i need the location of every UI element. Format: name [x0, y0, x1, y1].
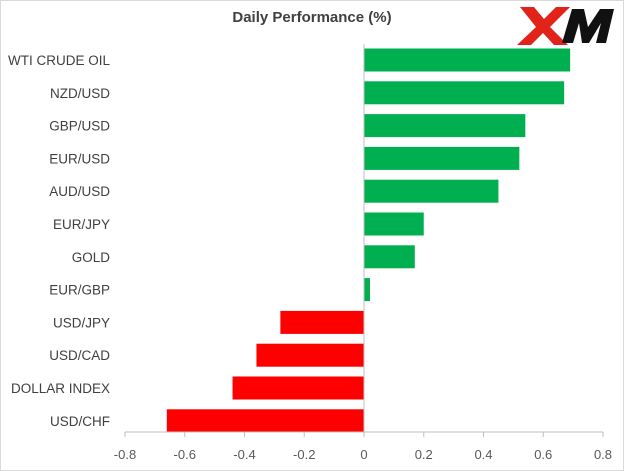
xm-logo	[517, 7, 614, 45]
category-label-gold: GOLD	[72, 250, 111, 265]
bar-usd-chf	[166, 409, 364, 433]
bar-usd-cad	[256, 343, 364, 367]
x-tick-label: 0.2	[415, 447, 433, 462]
bar-eur-gbp	[364, 278, 370, 302]
category-labels: WTI CRUDE OIL NZD/USD GBP/USD EUR/USD AUD/US…	[8, 53, 110, 429]
bar-eur-jpy	[364, 212, 424, 236]
x-tick-label: -0.2	[293, 447, 315, 462]
category-label-usd-chf: USD/CHF	[50, 414, 110, 429]
bar-usd-jpy	[280, 310, 364, 334]
bar-eur-usd	[364, 146, 520, 170]
category-label-nzd-usd: NZD/USD	[50, 86, 110, 101]
x-tick-label: 0	[360, 447, 367, 462]
bar-gbp-usd	[364, 114, 526, 138]
category-label-aud-usd: AUD/USD	[49, 184, 110, 199]
category-label-wti-crude-oil: WTI CRUDE OIL	[8, 53, 110, 68]
category-label-eur-gbp: EUR/GBP	[49, 283, 110, 298]
x-tick-label: -0.6	[174, 447, 196, 462]
bars-group	[166, 48, 571, 433]
x-tick-label: -0.8	[114, 447, 136, 462]
x-tick-label: -0.4	[233, 447, 255, 462]
category-label-eur-jpy: EUR/JPY	[53, 217, 110, 232]
x-tick-label: 0.6	[534, 447, 552, 462]
x-tick-label: 0.8	[594, 447, 612, 462]
bar-gold	[364, 245, 415, 269]
x-tick-label: 0.4	[474, 447, 492, 462]
category-label-usd-cad: USD/CAD	[49, 348, 110, 363]
x-axis: -0.8 -0.6 -0.4 -0.2 0 0.2 0.4 0.6 0.8	[114, 44, 612, 462]
category-label-usd-jpy: USD/JPY	[53, 315, 110, 330]
bar-aud-usd	[364, 179, 499, 203]
chart-title: Daily Performance (%)	[232, 9, 392, 26]
bar-dollar-index	[232, 376, 364, 400]
category-label-gbp-usd: GBP/USD	[49, 119, 110, 134]
category-label-dollar-index: DOLLAR INDEX	[11, 381, 110, 396]
bar-wti-crude-oil	[364, 48, 571, 72]
category-label-eur-usd: EUR/USD	[49, 151, 110, 166]
bar-nzd-usd	[364, 81, 565, 105]
